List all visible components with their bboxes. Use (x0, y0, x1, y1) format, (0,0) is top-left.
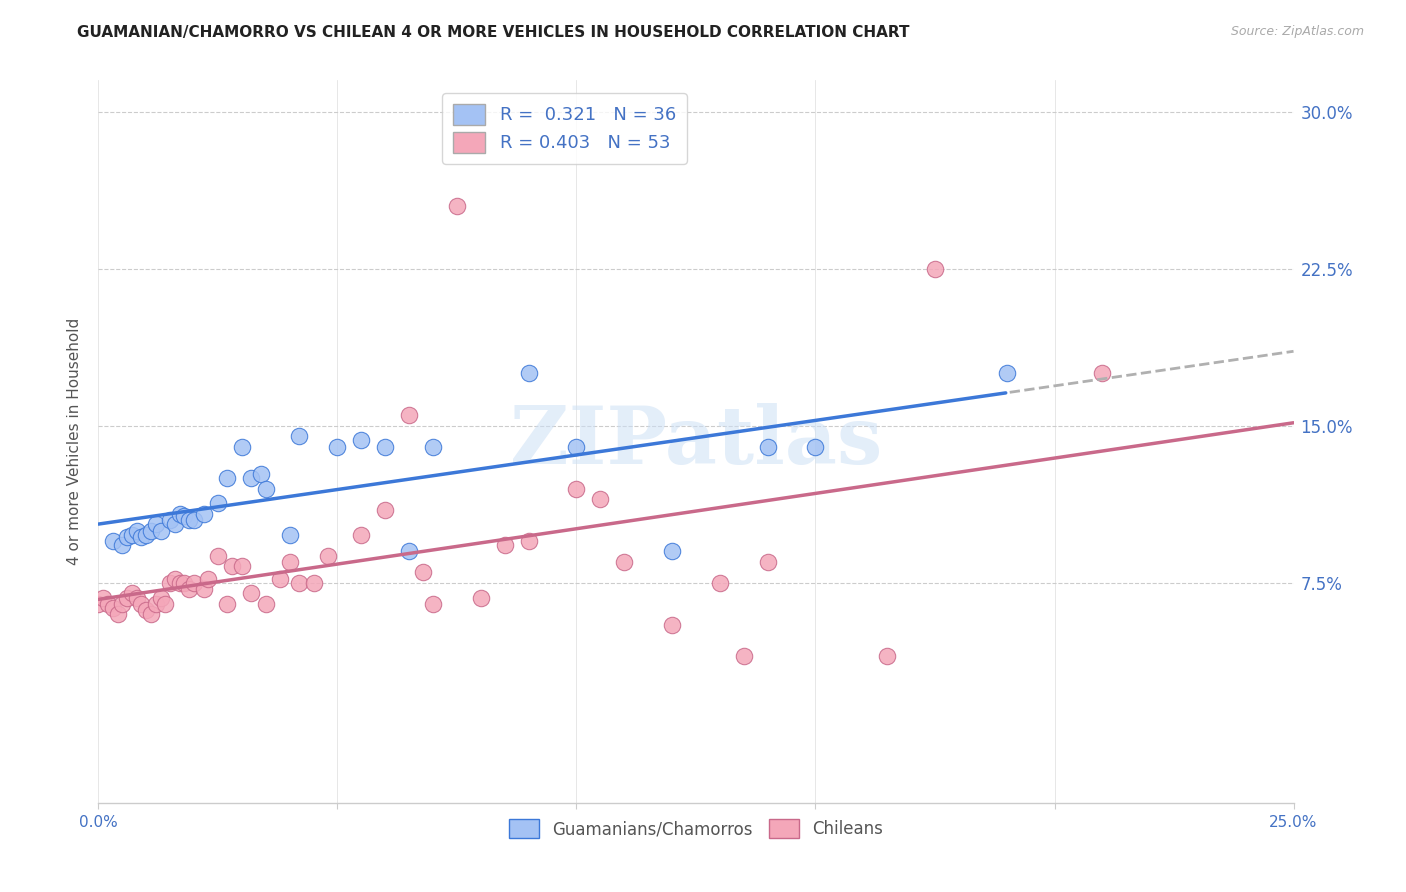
Point (125, 524, 148, 538)
Point (155, 597, 177, 611)
Point (87, 597, 110, 611)
Point (115, 530, 138, 544)
Point (374, 502, 396, 516)
Point (804, 440, 827, 454)
Point (169, 575, 191, 590)
Point (250, 467, 273, 481)
Text: ZIPatlas: ZIPatlas (510, 402, 882, 481)
Point (269, 572, 291, 586)
Point (288, 575, 311, 590)
Point (139, 607, 162, 622)
Point (661, 617, 683, 632)
Point (111, 597, 134, 611)
Point (446, 199, 468, 213)
Point (316, 549, 339, 563)
Point (149, 524, 172, 538)
Point (179, 582, 201, 597)
Point (159, 575, 181, 590)
Point (217, 471, 239, 485)
Point (231, 440, 253, 454)
Point (121, 586, 143, 600)
Point (995, 367, 1018, 381)
Point (135, 603, 157, 617)
Point (145, 517, 167, 532)
Point (145, 597, 167, 611)
Point (111, 538, 134, 552)
Point (661, 544, 683, 558)
Point (517, 367, 540, 381)
Point (115, 591, 138, 605)
Legend: Guamanians/Chamorros, Chileans: Guamanians/Chamorros, Chileans (502, 813, 890, 845)
Point (302, 575, 325, 590)
Point (374, 440, 396, 454)
Point (173, 508, 195, 523)
Point (876, 649, 898, 664)
Point (217, 597, 239, 611)
Point (97, 597, 120, 611)
Point (173, 575, 195, 590)
Point (398, 544, 420, 558)
Point (101, 534, 124, 549)
Point (193, 507, 215, 521)
Point (288, 429, 311, 443)
Point (207, 549, 229, 563)
Point (517, 534, 540, 549)
Point (494, 538, 516, 552)
Point (924, 261, 946, 276)
Point (278, 555, 301, 569)
Point (125, 591, 148, 605)
Text: Source: ZipAtlas.com: Source: ZipAtlas.com (1230, 25, 1364, 38)
Point (163, 572, 186, 586)
Point (613, 555, 636, 569)
Point (1091, 367, 1114, 381)
Point (149, 591, 172, 605)
Point (240, 586, 263, 600)
Text: GUAMANIAN/CHAMORRO VS CHILEAN 4 OR MORE VEHICLES IN HOUSEHOLD CORRELATION CHART: GUAMANIAN/CHAMORRO VS CHILEAN 4 OR MORE … (77, 25, 910, 40)
Point (207, 496, 229, 510)
Point (278, 527, 301, 541)
Point (326, 440, 349, 454)
Point (197, 572, 219, 586)
Point (139, 524, 162, 538)
Point (350, 527, 373, 541)
Point (193, 582, 215, 597)
Point (350, 434, 373, 448)
Point (589, 492, 612, 507)
Y-axis label: 4 or more Vehicles in Household: 4 or more Vehicles in Household (67, 318, 83, 566)
Point (159, 513, 181, 527)
Point (240, 471, 263, 485)
Point (231, 559, 253, 574)
Point (131, 530, 153, 544)
Point (565, 482, 588, 496)
Point (565, 440, 588, 454)
Point (183, 513, 205, 527)
Point (183, 575, 205, 590)
Point (398, 409, 420, 423)
Point (179, 513, 201, 527)
Point (422, 440, 444, 454)
Point (101, 601, 124, 615)
Point (131, 597, 153, 611)
Point (733, 649, 755, 664)
Point (163, 517, 186, 532)
Point (470, 591, 492, 605)
Point (121, 527, 143, 541)
Point (756, 555, 779, 569)
Point (91, 591, 114, 605)
Point (169, 507, 191, 521)
Point (756, 440, 779, 454)
Point (254, 482, 277, 496)
Point (135, 527, 157, 541)
Point (221, 559, 243, 574)
Point (422, 597, 444, 611)
Point (107, 607, 129, 622)
Point (254, 597, 277, 611)
Point (709, 575, 731, 590)
Point (412, 566, 434, 580)
